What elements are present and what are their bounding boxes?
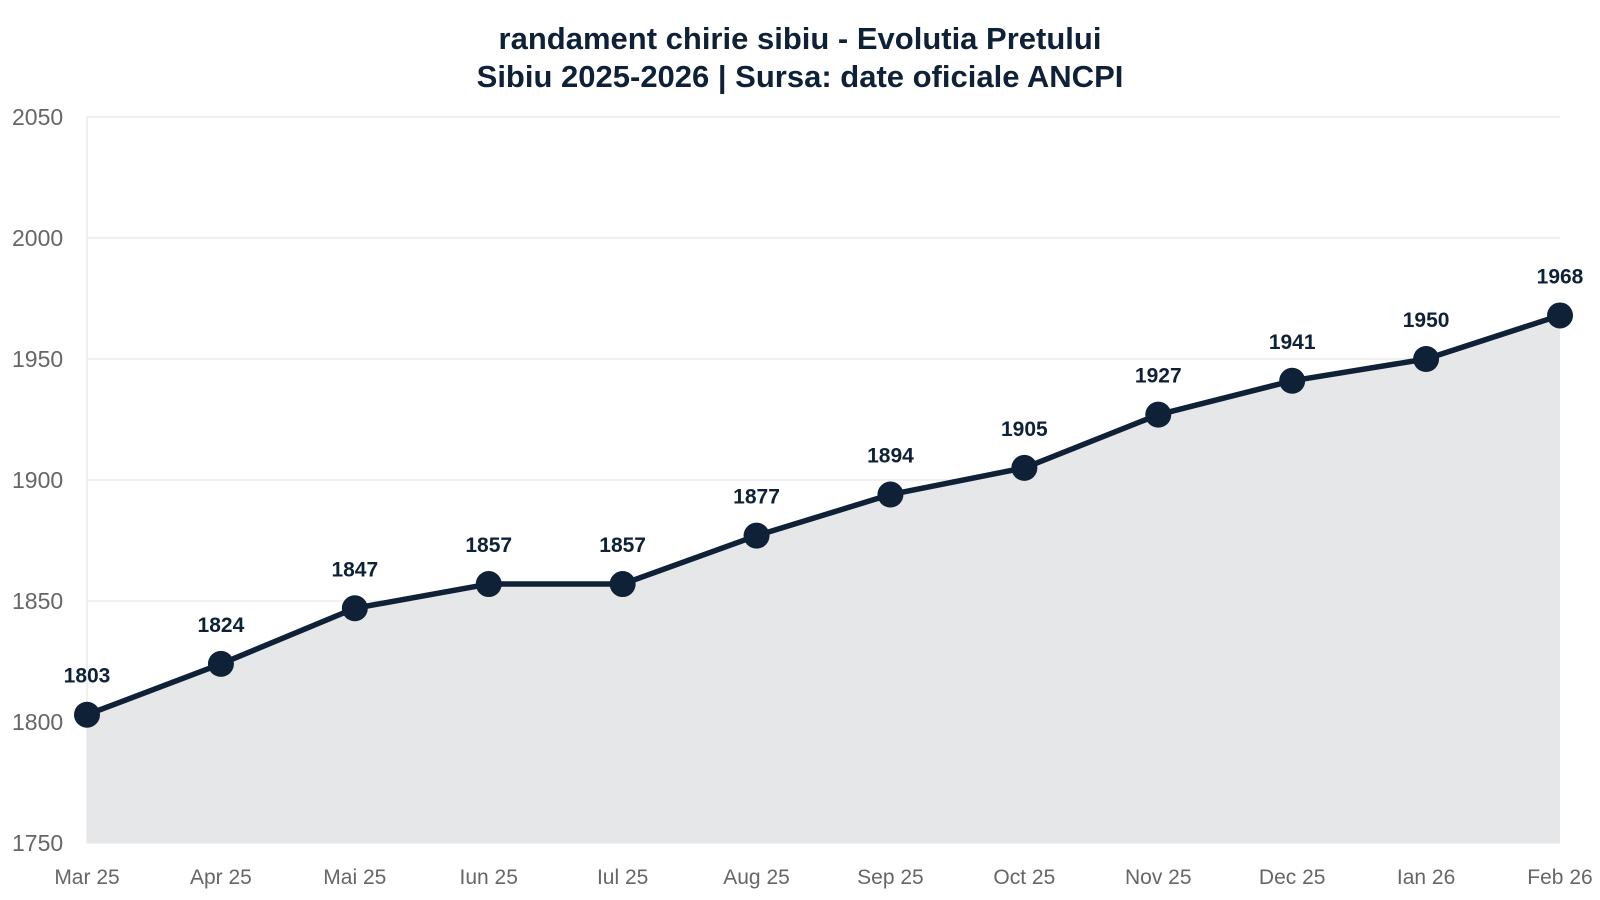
x-tick-label: Feb 26 [1527, 866, 1592, 889]
data-label: 1847 [331, 558, 378, 581]
x-tick-label: Mar 25 [54, 866, 119, 889]
data-point [74, 701, 100, 728]
data-point [1547, 302, 1573, 329]
y-tick-label: 2050 [12, 104, 63, 130]
data-point [475, 571, 502, 598]
y-tick-label: 1750 [12, 830, 63, 856]
x-tick-label: Dec 25 [1259, 866, 1326, 889]
data-label: 1824 [198, 614, 245, 637]
data-label: 1905 [1001, 418, 1048, 441]
data-label: 1894 [867, 445, 914, 468]
x-tick-label: Ian 26 [1397, 866, 1455, 889]
y-tick-label: 1900 [12, 467, 63, 493]
data-point [1279, 367, 1306, 394]
y-tick-label: 1950 [12, 346, 63, 372]
x-tick-label: Aug 25 [723, 866, 790, 889]
data-label: 1857 [599, 534, 646, 557]
data-point [207, 650, 234, 677]
series-line [84, 312, 1563, 718]
x-tick-label: Iul 25 [597, 866, 648, 889]
x-tick-label: Mai 25 [323, 866, 386, 889]
data-label: 1968 [1537, 265, 1584, 288]
data-point [743, 522, 770, 549]
series-area [87, 315, 1560, 843]
y-tick-label: 1800 [12, 709, 63, 735]
data-label: 1941 [1269, 331, 1316, 354]
x-tick-label: Iun 25 [460, 866, 518, 889]
x-tick-label: Sep 25 [857, 866, 924, 889]
chart-subtitle: Sibiu 2025-2026 | Sursa: date oficiale A… [476, 59, 1124, 94]
data-label: 1927 [1135, 365, 1182, 388]
x-tick-label: Apr 25 [190, 866, 252, 889]
data-label: 1803 [64, 665, 111, 688]
data-label: 1950 [1403, 309, 1450, 332]
x-tick-label: Oct 25 [993, 866, 1055, 889]
data-label: 1857 [465, 534, 512, 557]
data-point [877, 481, 904, 508]
x-tick-label: Nov 25 [1125, 866, 1192, 889]
data-point [609, 571, 636, 598]
data-point [1145, 401, 1172, 428]
data-point [341, 595, 368, 622]
y-tick-label: 2000 [12, 225, 63, 251]
data-label: 1877 [733, 486, 780, 509]
data-point [1413, 346, 1440, 372]
y-tick-label: 1850 [12, 588, 63, 614]
chart-title: randament chirie sibiu - Evolutia Pretul… [498, 21, 1102, 56]
data-point [1011, 454, 1038, 481]
